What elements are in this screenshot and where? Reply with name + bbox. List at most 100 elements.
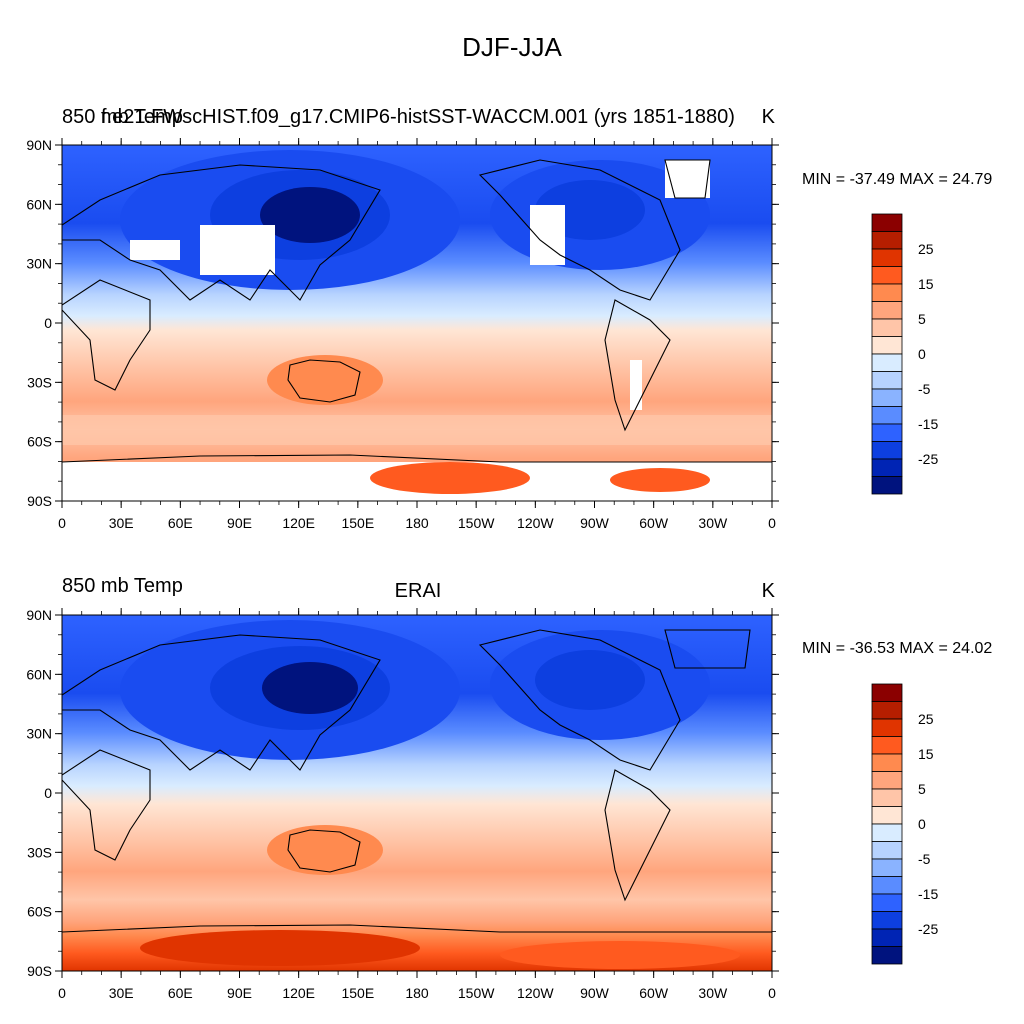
colorbar-segment [871, 701, 903, 720]
lon-tick-label: 60W [639, 515, 669, 531]
colorbar-panel-1: 25 15 5 0 -5 -15 -25 [871, 213, 938, 495]
colorbar-label: 25 [918, 711, 934, 727]
lon-tick-label: 0 [768, 515, 776, 531]
coastlines-panel-2 [62, 629, 772, 933]
colorbar-segment [871, 823, 903, 842]
missing-tibet [200, 225, 275, 275]
colorbar-segment [871, 283, 903, 302]
colorbar-panel-2: 25 15 5 0 -5 -15 -25 [871, 683, 938, 965]
colorbar-label: 0 [918, 346, 926, 362]
lon-tick-label: 30W [698, 985, 728, 1001]
colorbar-segment [871, 406, 903, 425]
lat-tick-label: 90N [26, 137, 52, 153]
colorbar-segment [871, 231, 903, 250]
lat-tick-label: 0 [44, 785, 52, 801]
colorbar-segment [871, 476, 903, 495]
lon-tick-label: 120W [517, 985, 554, 1001]
lat-tick-label: 90N [26, 607, 52, 623]
lat-tick-label: 60S [27, 434, 52, 450]
missing-andes [630, 360, 642, 410]
lat-tick-label: 60S [27, 904, 52, 920]
lon-tick-label: 0 [58, 515, 66, 531]
lon-tick-label: 0 [58, 985, 66, 1001]
colorbar-segment [871, 388, 903, 407]
panel-2-case-label: ERAI [394, 580, 442, 602]
warm-region-australia [267, 355, 383, 405]
lon-tick-label: 60E [168, 985, 193, 1001]
colorbar-segment [871, 753, 903, 772]
lon-tick-label: 0 [768, 985, 776, 1001]
panel-2-units-label: K [761, 580, 775, 602]
lon-tick-label: 120E [282, 515, 315, 531]
missing-greenland [665, 160, 710, 198]
colorbar-segment [871, 441, 903, 460]
lon-tick-label: 150E [341, 985, 374, 1001]
lon-tick-label: 180 [405, 985, 429, 1001]
panel-2-min-max: MIN = -36.53 MAX = 24.02 [802, 640, 993, 657]
colorbar-segment [871, 876, 903, 895]
axes-panel-1: 90N 60N 30N 0 30S 60S 90S 0 30E 60E 90E 120E 150E 180… [26, 137, 779, 531]
lon-tick-label: 150W [458, 515, 495, 531]
panel-1-variable-label: 850 mb Temp [62, 106, 183, 128]
colorbar-segment [871, 371, 903, 390]
colorbar-segment [871, 336, 903, 355]
warm-antarctica-east [140, 930, 420, 966]
colorbar-segment [871, 213, 903, 232]
axes-panel-2: 90N 60N 30N 0 30S 60S 90S 0 30E 60E 90E 120E 150E 180… [26, 607, 779, 1001]
lon-tick-label: 120W [517, 515, 554, 531]
main-title: DJF-JJA [462, 32, 562, 62]
lat-tick-label: 30N [26, 726, 52, 742]
colorbar-segment [871, 858, 903, 877]
lat-tick-label: 60N [26, 666, 52, 682]
lon-tick-label: 180 [405, 515, 429, 531]
lon-tick-label: 30W [698, 515, 728, 531]
colorbar-segment [871, 318, 903, 337]
colorbar-label: 5 [918, 311, 926, 327]
colorbar-segment [871, 928, 903, 947]
colorbar-segment [871, 301, 903, 320]
colorbar-label: -5 [918, 851, 931, 867]
lon-tick-label: 90W [580, 515, 610, 531]
colorbar-label: 5 [918, 781, 926, 797]
lat-tick-label: 30N [26, 256, 52, 272]
colorbar-label: -25 [918, 451, 938, 467]
coastlines-panel-1 [62, 159, 772, 463]
colorbar-segment [871, 266, 903, 285]
colorbar-label: -15 [918, 416, 938, 432]
colorbar-label: 0 [918, 816, 926, 832]
colorbar-label: -25 [918, 921, 938, 937]
colorbar-label: 15 [918, 276, 934, 292]
colorbar-segment [871, 946, 903, 965]
colorbar-label: -15 [918, 886, 938, 902]
colorbar-segment [871, 806, 903, 825]
colorbar-label: 25 [918, 241, 934, 257]
warm-region-australia [267, 825, 383, 875]
lon-tick-label: 30E [109, 985, 134, 1001]
southern-ocean-band [62, 415, 772, 445]
missing-iran [130, 240, 180, 260]
colorbar-segment [871, 771, 903, 790]
lat-tick-label: 90S [27, 963, 52, 979]
colorbar-segment [871, 683, 903, 702]
panel-1-units-label: K [761, 106, 775, 128]
panel-2-variable-label: 850 mb Temp [62, 575, 183, 597]
colorbar-label: 15 [918, 746, 934, 762]
colorbar-segment [871, 893, 903, 912]
lon-tick-label: 30E [109, 515, 134, 531]
panel-1-case-label: f.e21.FWscHIST.f09_g17.CMIP6-histSST-WAC… [101, 106, 735, 128]
lat-tick-label: 90S [27, 493, 52, 509]
map-panel-1: 90N 60N 30N 0 30S 60S 90S 0 30E 60E 90E 120E 150E 180… [26, 137, 779, 531]
warm-rim-ross [370, 462, 530, 494]
lon-tick-label: 90E [227, 985, 252, 1001]
lon-tick-label: 60E [168, 515, 193, 531]
colorbar-segment [871, 736, 903, 755]
lat-tick-label: 30S [27, 844, 52, 860]
lat-tick-label: 0 [44, 315, 52, 331]
lon-tick-label: 90E [227, 515, 252, 531]
lat-tick-label: 30S [27, 374, 52, 390]
colorbar-segment [871, 458, 903, 477]
colorbar-label: -5 [918, 381, 931, 397]
lat-tick-label: 60N [26, 196, 52, 212]
colorbar-segment [871, 911, 903, 930]
